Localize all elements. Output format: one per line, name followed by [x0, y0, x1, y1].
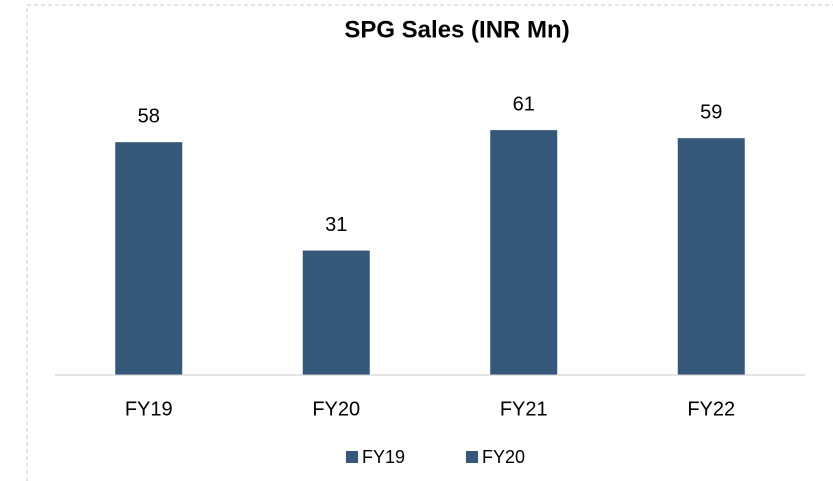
legend-swatch [466, 451, 478, 463]
value-label: 61 [513, 93, 535, 115]
legend-label: FY19 [362, 447, 405, 467]
legend-label: FY20 [482, 447, 525, 467]
legend-swatch [346, 451, 358, 463]
bar [302, 250, 370, 375]
frame [26, 4, 833, 481]
value-label: 31 [325, 214, 347, 236]
chart-title: SPG Sales (INR Mn) [344, 16, 569, 43]
value-label: 59 [700, 101, 722, 123]
x-tick-label: FY20 [312, 398, 360, 420]
x-tick-label: FY22 [687, 398, 735, 420]
x-tick-label: FY19 [125, 398, 173, 420]
value-label: 58 [138, 105, 160, 127]
bar [677, 138, 745, 375]
bar [490, 130, 558, 375]
bar [115, 142, 183, 375]
x-tick-label: FY21 [500, 398, 548, 420]
